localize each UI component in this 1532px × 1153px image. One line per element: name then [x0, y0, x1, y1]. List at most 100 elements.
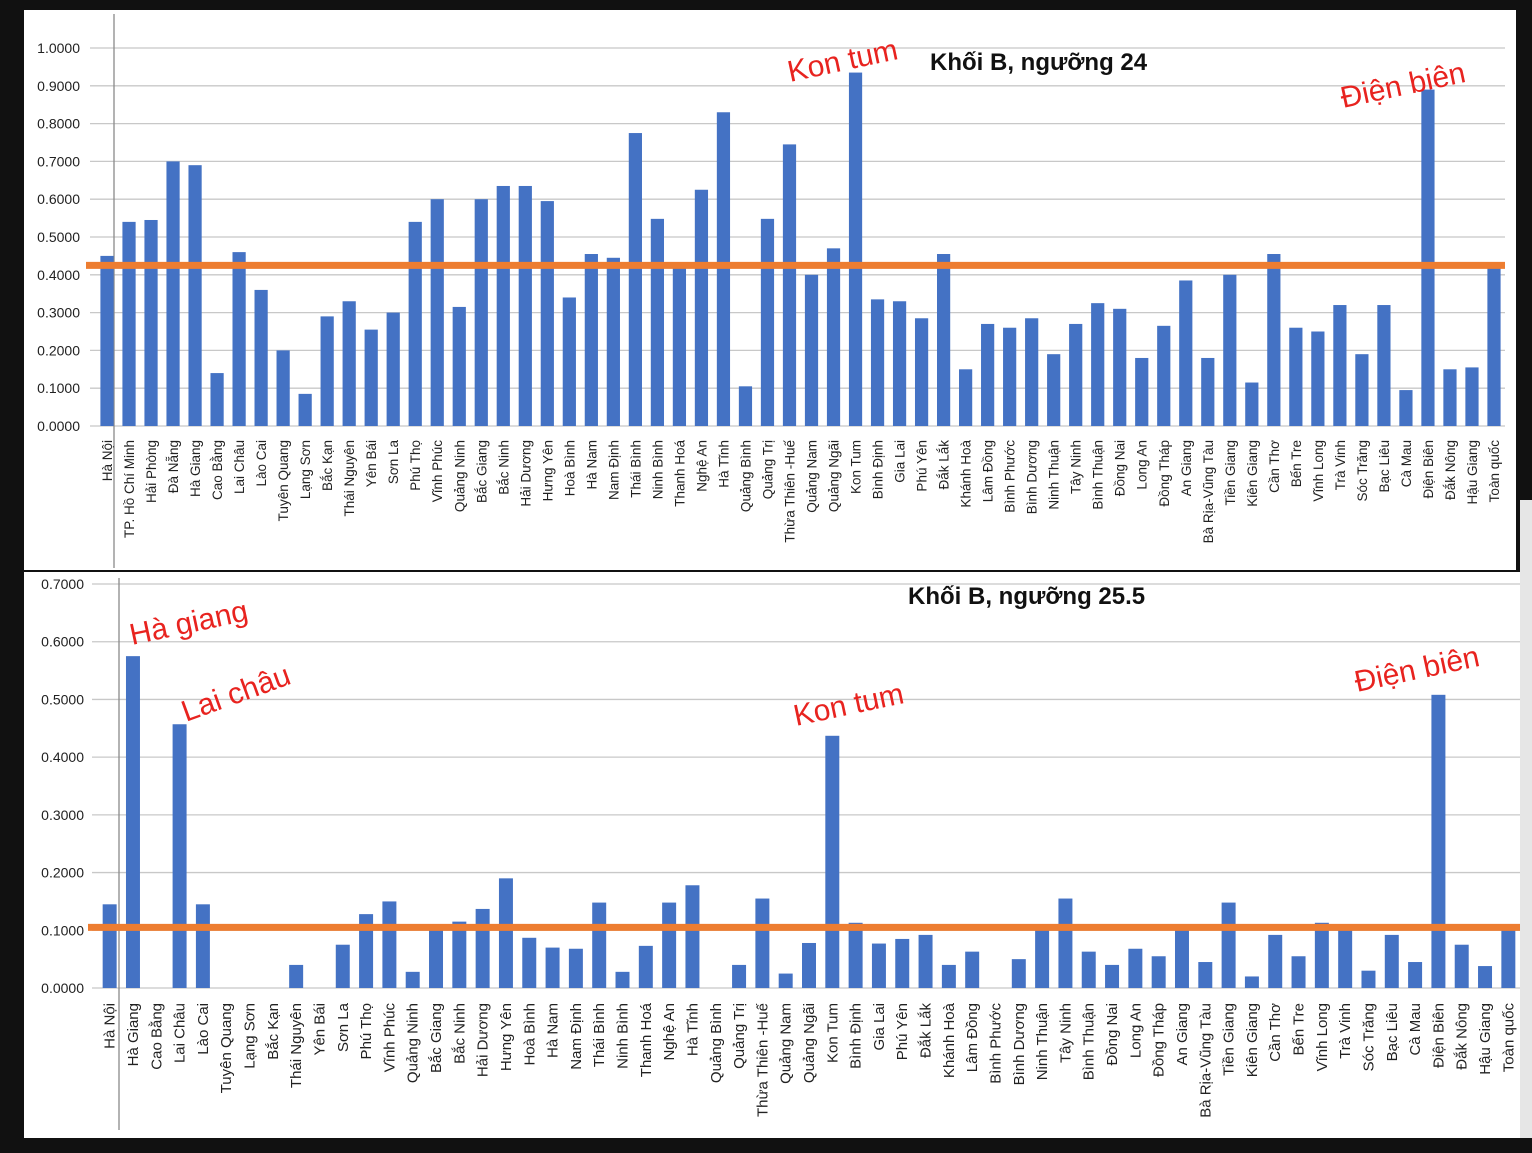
- x-tick-label: Hà Giang: [125, 1003, 142, 1066]
- bar: [662, 902, 677, 988]
- bottom-chart-panel: [24, 572, 1524, 1138]
- bar: [981, 323, 995, 426]
- x-tick-label: Vĩnh Phúc: [381, 1003, 398, 1073]
- y-tick-label: 0.3000: [41, 807, 84, 823]
- x-tick-label: Quảng Nam: [805, 440, 820, 513]
- bar: [606, 257, 620, 426]
- bar: [825, 735, 840, 988]
- bar: [232, 252, 246, 426]
- y-tick-label: 0.0000: [37, 418, 80, 434]
- x-tick-label: Sơn La: [335, 1002, 352, 1052]
- x-tick-label: Quảng Nam: [778, 1003, 795, 1084]
- bar: [1105, 964, 1120, 988]
- x-tick-label: Phú Yên: [894, 1003, 911, 1060]
- x-tick-label: Đồng Nai: [1113, 440, 1128, 496]
- x-tick-label: Vĩnh Long: [1311, 440, 1326, 502]
- bar: [848, 922, 863, 988]
- x-tick-label: Quảng Ngãi: [801, 1003, 818, 1083]
- x-tick-label: Hà Nam: [545, 1003, 562, 1058]
- x-tick-label: Thái Nguyên: [342, 440, 357, 517]
- x-tick-label: Tiền Giang: [1221, 1003, 1238, 1076]
- bar: [1035, 930, 1050, 988]
- x-tick-label: Lâm Đồng: [981, 440, 996, 502]
- x-tick-label: Bình Thuận: [1091, 440, 1106, 510]
- x-tick-label: Phú Thọ: [358, 1003, 375, 1059]
- bar: [430, 199, 444, 426]
- x-tick-label: Cần Thơ: [1267, 440, 1282, 493]
- bottom-black-bar: [0, 1138, 1532, 1148]
- x-tick-label: Lào Cai: [254, 440, 269, 487]
- bar: [1179, 280, 1193, 426]
- bar: [298, 393, 312, 426]
- x-tick-label: Ninh Thuận: [1047, 440, 1062, 510]
- x-tick-label: Kon Tum: [849, 440, 864, 494]
- x-tick-label: Đồng Nai: [1104, 1003, 1121, 1066]
- x-tick-label: Phú Thọ: [408, 440, 423, 491]
- bar: [1244, 976, 1259, 988]
- bar: [1454, 944, 1469, 988]
- x-tick-label: Thừa Thiên -Huế: [754, 1002, 771, 1117]
- x-tick-label: Toàn quốc: [1500, 1003, 1517, 1073]
- x-tick-label: Bình Phước: [987, 1003, 1004, 1084]
- x-tick-label: Đồng Tháp: [1157, 440, 1172, 507]
- bar: [1011, 959, 1026, 988]
- x-tick-label: Quảng Ninh: [452, 440, 467, 512]
- bar: [672, 265, 687, 426]
- bar: [1221, 902, 1236, 988]
- bar: [1338, 930, 1353, 988]
- x-tick-label: Bình Định: [871, 440, 886, 499]
- y-tick-label: 0.2000: [41, 865, 84, 881]
- x-tick-label: Đắk Nông: [1454, 1003, 1471, 1070]
- top-chart-y-ticks: 0.0000 0.1000 0.2000 0.3000 0.4000 0.5000 0.60…: [37, 40, 80, 434]
- y-tick-label: 0.4000: [37, 267, 80, 283]
- x-tick-label: Bắc Ninh: [496, 440, 511, 495]
- y-tick-label: 1.0000: [37, 40, 80, 56]
- bar: [1333, 305, 1347, 426]
- x-tick-label: Hưng Yên: [540, 440, 555, 501]
- x-tick-label: Đắk Lắk: [937, 440, 952, 490]
- x-tick-label: Sóc Trăng: [1360, 1003, 1377, 1071]
- y-tick-label: 0.1000: [37, 380, 80, 396]
- x-tick-label: Khánh Hoà: [959, 440, 974, 508]
- y-tick-label: 0.5000: [41, 691, 84, 707]
- x-tick-label: Ninh Bình: [615, 1003, 632, 1069]
- x-tick-label: Thanh Hoá: [638, 1002, 655, 1077]
- bar: [941, 964, 956, 988]
- x-tick-label: Long An: [1127, 1003, 1144, 1058]
- bar: [102, 904, 117, 988]
- x-tick-label: Đắk Nông: [1443, 440, 1458, 500]
- bar: [364, 329, 378, 426]
- x-tick-label: Hà Nội: [100, 440, 115, 481]
- x-tick-label: Hậu Giang: [1465, 440, 1480, 505]
- x-tick-label: Bình Dương: [1025, 440, 1040, 514]
- bar: [1291, 956, 1306, 988]
- x-tick-label: Đồng Tháp: [1151, 1003, 1168, 1077]
- bottom-chart-y-ticks: 0.0000 0.1000 0.2000 0.3000 0.4000 0.5000 0.60…: [41, 576, 84, 996]
- x-tick-label: Quảng Ngãi: [827, 440, 842, 512]
- bar: [562, 297, 576, 426]
- x-tick-label: Bà Rịa-Vũng Tàu: [1201, 440, 1216, 543]
- bar: [1201, 357, 1215, 426]
- x-tick-label: Bình Thuận: [1081, 1003, 1098, 1080]
- bar: [1311, 331, 1325, 426]
- x-tick-label: Phú Yên: [915, 440, 930, 492]
- x-tick-label: Nam Định: [568, 1003, 585, 1070]
- x-tick-label: Hoà Bình: [562, 440, 577, 496]
- bar: [1478, 966, 1493, 988]
- x-tick-label: Tuyên Quang: [276, 440, 291, 521]
- bar: [1245, 382, 1259, 426]
- bar: [1047, 354, 1061, 426]
- x-tick-label: Trà Vinh: [1337, 1003, 1354, 1059]
- bar: [892, 301, 907, 426]
- x-tick-label: Trà Vinh: [1333, 440, 1348, 490]
- x-tick-label: Kiên Giang: [1245, 440, 1260, 507]
- x-tick-label: Lạng Sơn: [298, 440, 313, 499]
- x-tick-label: Bến Tre: [1291, 1003, 1308, 1056]
- bar: [342, 301, 356, 426]
- bar: [914, 318, 929, 426]
- x-tick-label: An Giang: [1179, 440, 1194, 496]
- top-chart-title: Khối B, ngưỡng 24: [930, 49, 1148, 76]
- bar: [760, 218, 775, 426]
- x-tick-label: Lạng Sơn: [242, 1003, 259, 1069]
